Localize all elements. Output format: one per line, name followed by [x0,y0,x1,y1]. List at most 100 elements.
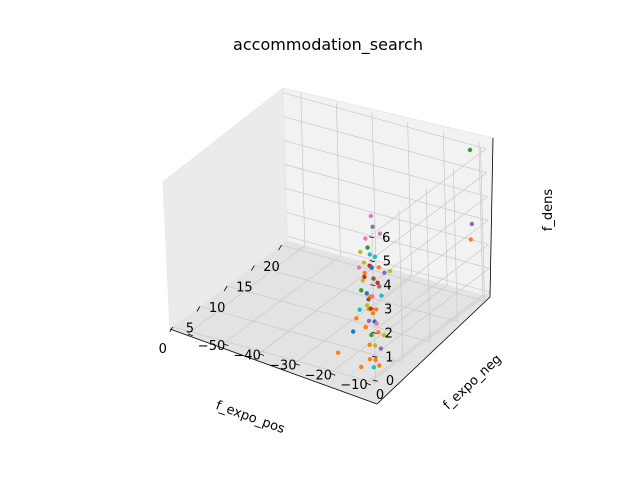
grid-line-z-side [284,164,489,221]
data-point [376,265,381,270]
grid-line-x-floor [254,265,458,322]
grid-line-x-floor [172,326,376,384]
grid-line-z-side [286,211,490,269]
y-tick-label: −10 [340,378,367,393]
y-tick-label: −40 [233,349,260,364]
data-point [357,307,362,312]
grid-line-x-floor [199,306,404,363]
data-point [366,318,372,324]
data-point [374,307,379,312]
z-axis-ticks: 0 1 2 3 4 5 6 [369,231,394,389]
z-tick-label: 1 [385,350,393,365]
z-tick-label: 5 [383,255,391,270]
data-point [370,224,375,229]
data-point [368,213,373,219]
data-point [366,297,371,302]
y-tick-mark [294,363,300,366]
data-point [358,249,363,255]
data-point [373,357,378,363]
data-point [373,343,378,348]
grid-line-y-floor [187,245,306,335]
x-tick-label: 15 [236,281,253,296]
z-tick-label: 6 [382,231,390,246]
y-tick-mark [258,353,265,356]
grid-line-z-back [371,244,489,333]
data-point [468,237,473,242]
data-point [367,357,373,362]
z-tick-mark [370,284,376,286]
data-point [359,364,364,370]
x-tick-label: 0 [159,342,167,357]
y-tick-label: −20 [305,368,332,383]
grid-lines [172,92,491,384]
z-axis-label: f_dens [541,189,556,232]
grid-line-z-back [369,172,487,261]
x-tick-mark [196,306,201,312]
data-point [381,333,387,338]
x-tick-label: 10 [209,301,226,316]
data-point [379,293,384,298]
data-point [370,311,376,316]
grid-line-z-back [370,220,489,309]
z-tick-mark [371,332,377,334]
y-tick-label: −50 [198,339,225,354]
data-point [377,363,382,368]
data-point [360,278,366,283]
x-tick-label: 5 [186,321,194,336]
data-point [371,365,376,370]
data-point [365,245,370,250]
data-point [369,332,374,338]
y-tick-mark [365,382,372,386]
data-point [364,303,370,308]
y-axis-label: f_expo_neg [441,352,505,413]
data-point [387,268,393,274]
x-tick-mark [223,285,228,292]
data-point [376,330,381,335]
data-point [377,231,383,236]
grid-line-y-floor [365,294,484,384]
grid-line-z-side [283,116,487,174]
z-tick-label: 3 [384,303,392,318]
z-tick-mark [369,260,375,263]
data-point [351,329,356,334]
y-tick-label: −30 [269,359,296,374]
z-tick-label: 4 [383,279,391,294]
chart-title: accommodation_search [233,35,423,55]
data-point [368,306,373,311]
x-axis-ticks: 0 5 10 15 20 [159,244,282,357]
data-point [371,276,376,281]
grid-line-y-floor [258,265,377,354]
grid-line-z-back [372,291,491,381]
z-tick-mark [372,355,378,358]
x-tick-mark [169,326,174,333]
y-tick-mark [223,343,229,347]
grid-line-x-floor [227,285,431,343]
data-point [377,284,382,289]
data-point [363,324,368,330]
z-tick-label: 0 [386,374,394,389]
scatter-points [335,147,475,370]
grid-line-z-side [284,140,488,197]
data-point [364,291,369,296]
grid-line-z-side [286,235,490,293]
data-point [363,236,368,241]
data-point [369,265,374,270]
y-tick-mark [330,372,336,376]
data-point [362,270,367,276]
data-point [354,316,359,321]
x-axis-label: f_expo_pos [214,398,287,437]
data-point [375,280,380,285]
grid-line-z-back [368,148,487,238]
y-axis-ticks: −50 −40 −30 −20 −10 0 [187,333,384,403]
y-tick-label: 0 [376,388,384,403]
data-point [374,321,379,326]
x-tick-mark [251,265,255,271]
z-tick-mark [369,236,375,239]
data-point [362,274,367,280]
data-point [335,350,341,355]
grid-line-y-floor [223,255,341,345]
grid-line-z-side [285,188,489,245]
x-tick-label: 20 [263,260,280,275]
grid-line-y-floor [330,284,448,374]
